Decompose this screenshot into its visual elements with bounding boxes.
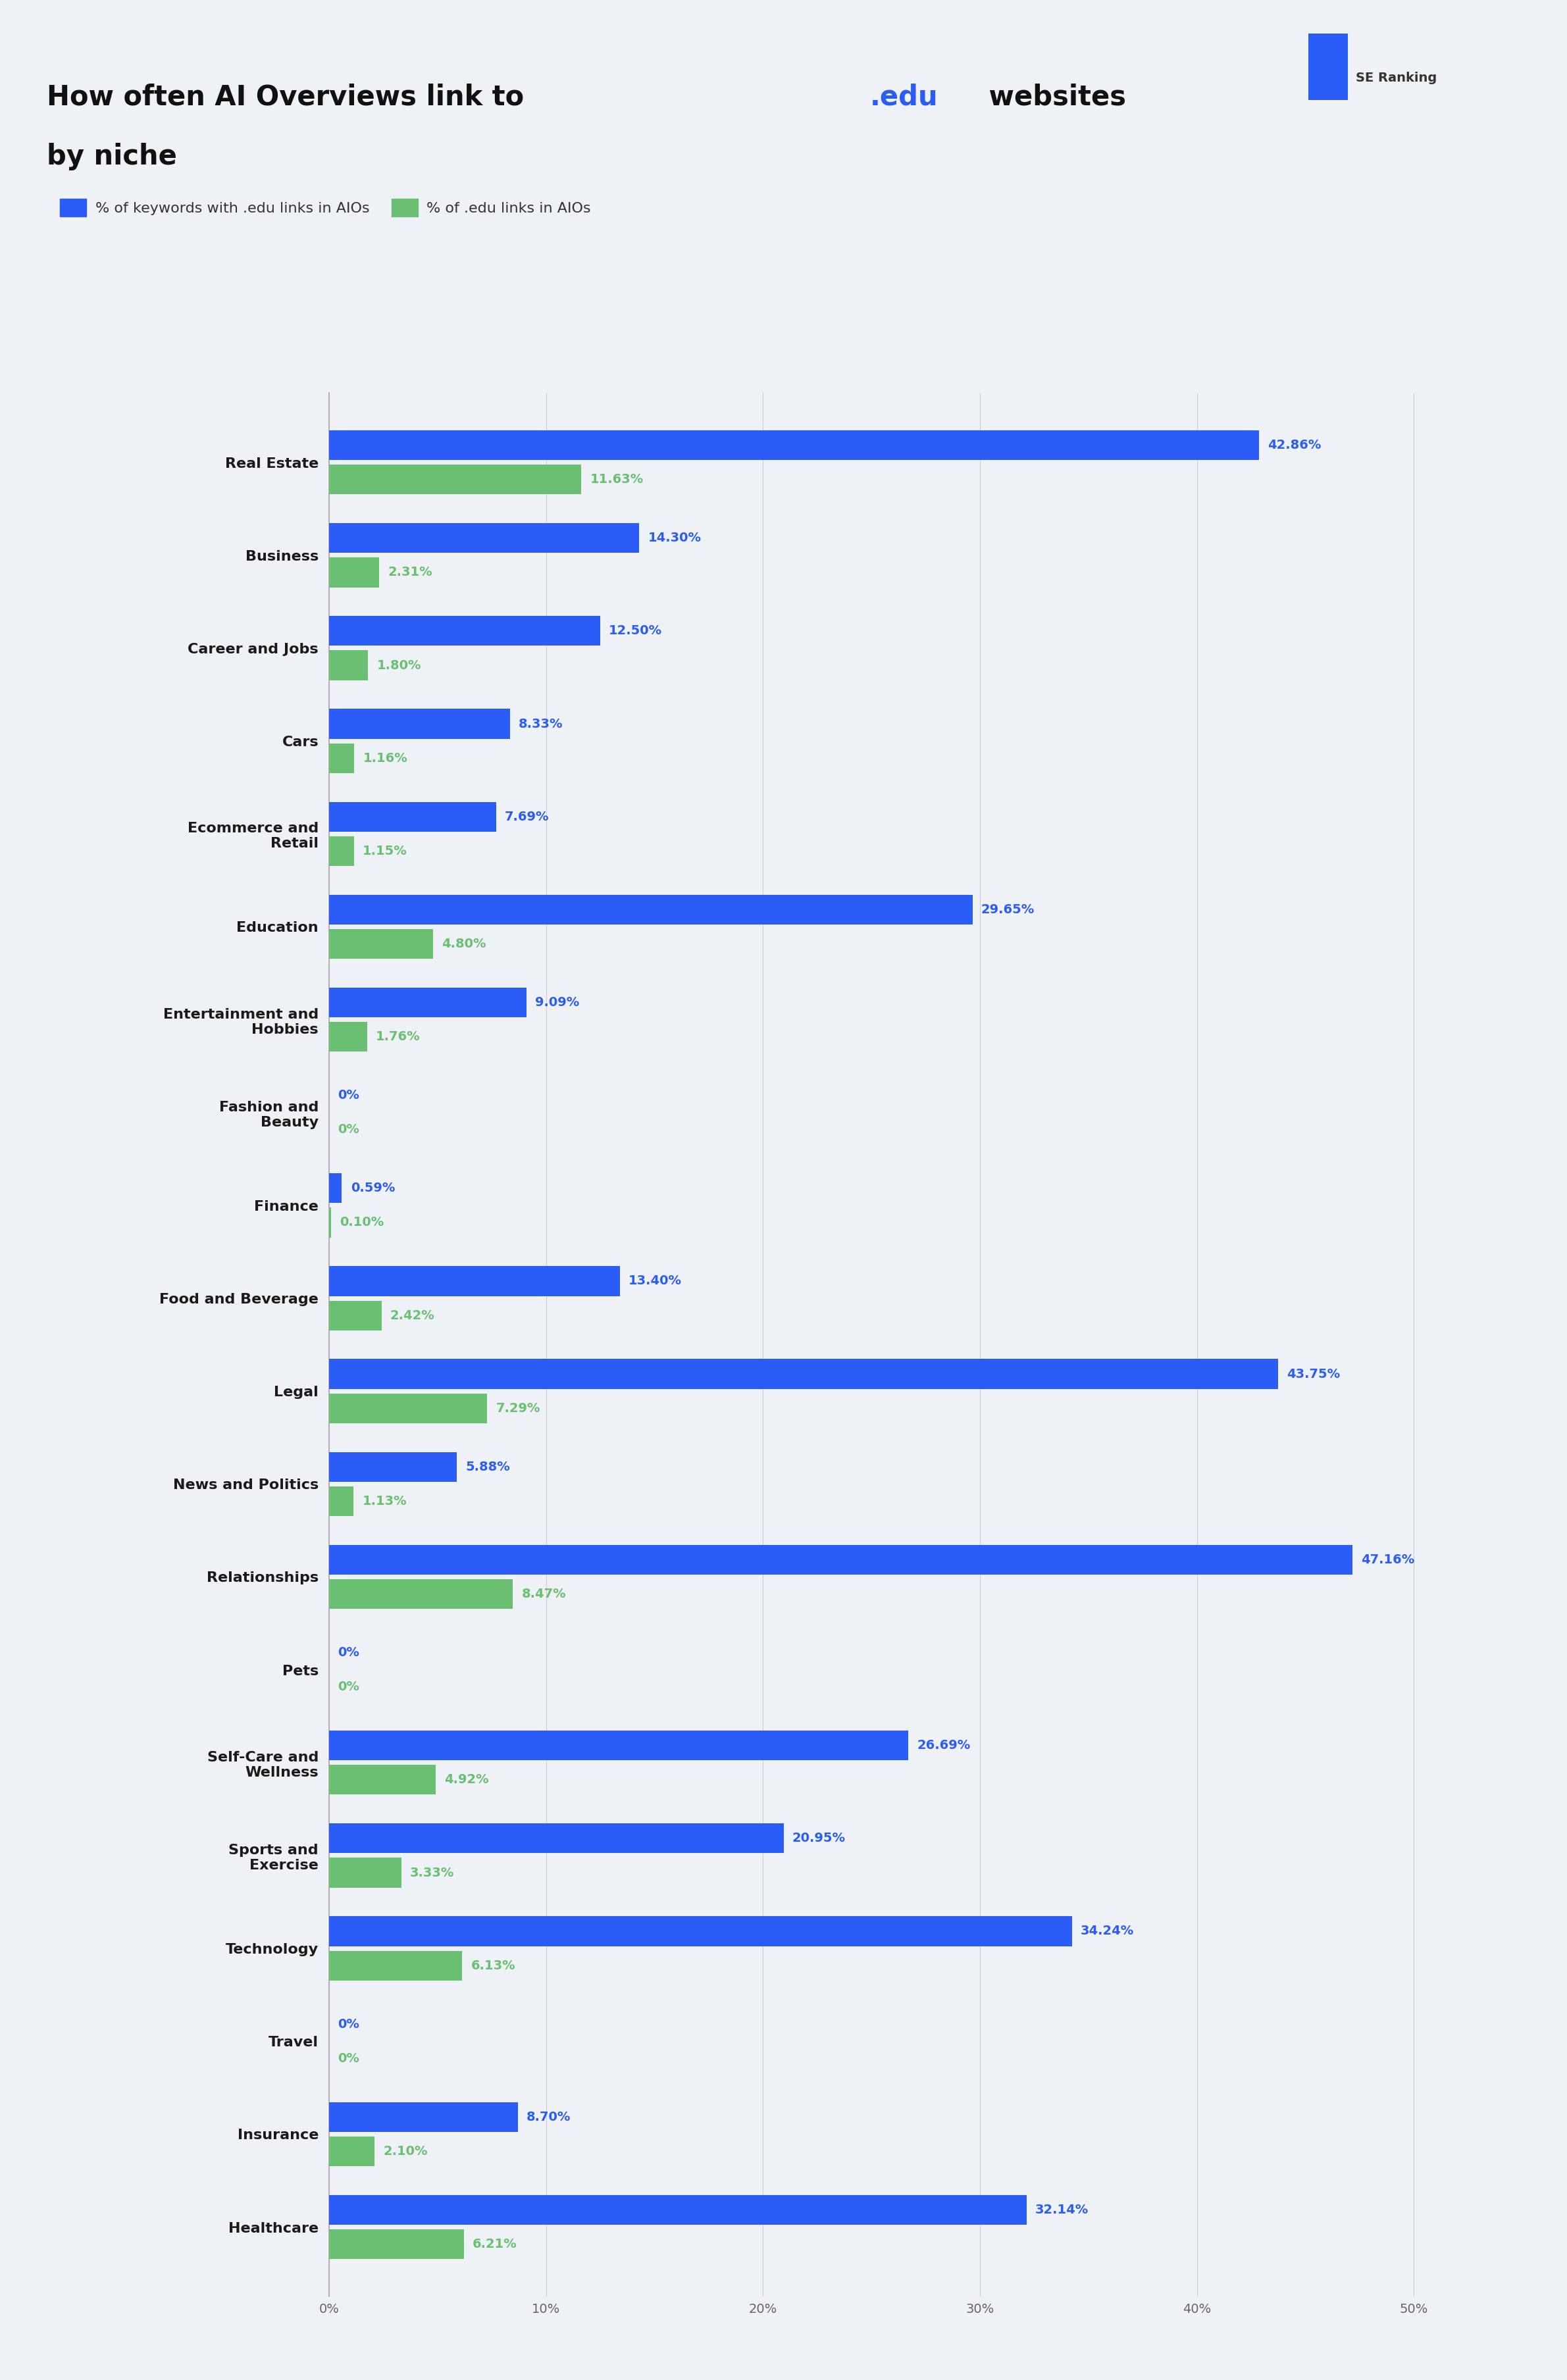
Text: How often AI Overviews link to: How often AI Overviews link to: [47, 83, 534, 112]
Text: 3.33%: 3.33%: [411, 1866, 454, 1878]
Text: 1.15%: 1.15%: [362, 845, 407, 857]
Text: 20.95%: 20.95%: [793, 1833, 846, 1845]
Text: 0%: 0%: [338, 1123, 359, 1135]
Bar: [329, 616, 600, 645]
Bar: [329, 557, 379, 588]
Text: 7.29%: 7.29%: [495, 1402, 541, 1414]
Text: 0%: 0%: [338, 1647, 359, 1659]
Text: 2.10%: 2.10%: [384, 2144, 428, 2159]
Bar: [329, 1859, 401, 1887]
Bar: [329, 431, 1258, 459]
Text: 4.92%: 4.92%: [445, 1773, 489, 1785]
Bar: [329, 835, 354, 866]
Text: 9.09%: 9.09%: [534, 997, 580, 1009]
Text: 6.21%: 6.21%: [473, 2237, 517, 2251]
Text: 13.40%: 13.40%: [628, 1276, 682, 1288]
Text: 5.88%: 5.88%: [465, 1461, 509, 1473]
Text: by niche: by niche: [47, 143, 177, 171]
Text: 14.30%: 14.30%: [649, 531, 702, 545]
Text: .edu: .edu: [870, 83, 939, 112]
Text: 0.10%: 0.10%: [340, 1216, 384, 1228]
Text: 29.65%: 29.65%: [981, 904, 1034, 916]
Text: 47.16%: 47.16%: [1362, 1554, 1415, 1566]
Text: 8.47%: 8.47%: [522, 1587, 566, 1599]
Text: 0%: 0%: [338, 2018, 359, 2030]
Text: 0%: 0%: [338, 1680, 359, 1692]
Text: SE Ranking: SE Ranking: [1355, 71, 1437, 83]
Bar: [329, 988, 527, 1016]
Bar: [329, 1580, 512, 1609]
Bar: [329, 1952, 462, 1980]
Bar: [329, 1488, 354, 1516]
Bar: [329, 1021, 367, 1052]
Text: 1.16%: 1.16%: [364, 752, 407, 764]
Text: websites: websites: [979, 83, 1127, 112]
Text: 8.70%: 8.70%: [527, 2111, 570, 2123]
Bar: [329, 1766, 436, 1795]
Text: 32.14%: 32.14%: [1036, 2204, 1089, 2216]
Text: 1.76%: 1.76%: [376, 1031, 420, 1042]
Bar: [329, 743, 354, 774]
Text: 12.50%: 12.50%: [610, 624, 663, 638]
Text: 7.69%: 7.69%: [505, 812, 548, 823]
Bar: [329, 1452, 456, 1483]
Bar: [329, 1730, 909, 1761]
Text: 11.63%: 11.63%: [591, 474, 644, 486]
Bar: [329, 2230, 464, 2259]
Bar: [329, 524, 639, 552]
Bar: [329, 895, 973, 923]
Text: 2.42%: 2.42%: [390, 1309, 436, 1321]
Bar: [329, 464, 581, 495]
Bar: [329, 1173, 342, 1202]
Bar: [329, 1207, 331, 1238]
Text: 42.86%: 42.86%: [1268, 438, 1321, 452]
Bar: [329, 1392, 487, 1423]
Text: 34.24%: 34.24%: [1081, 1925, 1135, 1937]
Bar: [329, 2102, 517, 2132]
Bar: [329, 1545, 1352, 1576]
Bar: [329, 2194, 1026, 2225]
Bar: [329, 1266, 621, 1297]
Bar: [329, 928, 432, 959]
Bar: [329, 802, 495, 831]
Text: 43.75%: 43.75%: [1287, 1368, 1340, 1380]
Text: 8.33%: 8.33%: [519, 716, 563, 731]
Text: 0%: 0%: [338, 1090, 359, 1102]
Text: 2.31%: 2.31%: [389, 566, 432, 578]
Bar: [329, 1299, 382, 1330]
Text: 26.69%: 26.69%: [917, 1740, 970, 1752]
Bar: [329, 650, 368, 681]
Bar: [329, 2137, 375, 2166]
Text: 4.80%: 4.80%: [442, 938, 486, 950]
Bar: [329, 1823, 784, 1854]
Legend: % of keywords with .edu links in AIOs, % of .edu links in AIOs: % of keywords with .edu links in AIOs, %…: [55, 193, 597, 221]
Bar: [329, 709, 509, 738]
Bar: [329, 1359, 1279, 1390]
Text: 0.59%: 0.59%: [351, 1183, 395, 1195]
Text: 1.80%: 1.80%: [376, 659, 422, 671]
Text: 6.13%: 6.13%: [470, 1959, 516, 1973]
Text: 0%: 0%: [338, 2052, 359, 2066]
Bar: [329, 1916, 1072, 1947]
Text: 1.13%: 1.13%: [362, 1495, 407, 1507]
